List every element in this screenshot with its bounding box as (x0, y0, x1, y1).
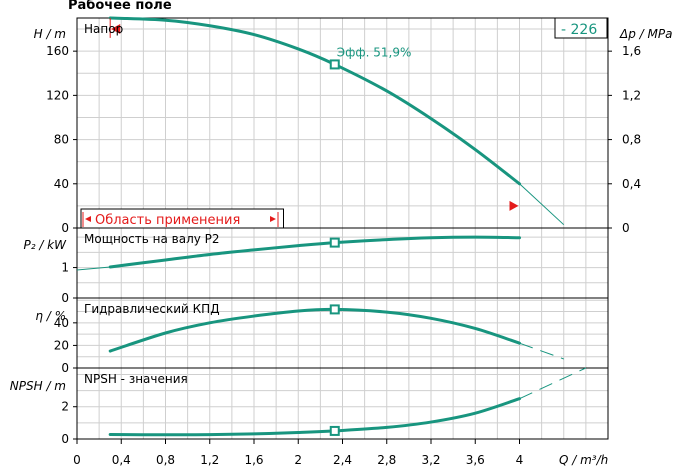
y-tick-label: 2 (61, 400, 69, 414)
y-right-tick-label: 0 (622, 221, 630, 235)
y-tick-label: 40 (54, 177, 69, 191)
curve-extension (519, 183, 565, 226)
panel-label: NPSH - значения (84, 372, 188, 386)
y-tick-label: 0 (61, 221, 69, 235)
y-right-tick-label: 1,6 (622, 44, 641, 58)
y-right-tick-label: 0,8 (622, 133, 641, 147)
x-tick-label: 2 (294, 453, 302, 467)
x-tick-label: 3,2 (421, 453, 440, 467)
x-tick-label: 0 (73, 453, 81, 467)
y-tick-label: 40 (54, 316, 69, 330)
x-tick-label: 1,6 (244, 453, 263, 467)
labels: Рабочее поле - 226 0408012016000,40,81,2… (10, 0, 673, 467)
pump-label: - 226 (561, 22, 597, 38)
curve-extension (519, 342, 564, 360)
application-range-arrow-right (270, 216, 276, 222)
curve-npsh (108, 397, 521, 437)
y-tick-label: 0 (61, 291, 69, 305)
y-right-tick-label: 1,2 (622, 88, 641, 102)
x-tick-label: 0,4 (112, 453, 131, 467)
panel-label: Мощность на валу P2 (84, 232, 220, 246)
panel-label: Напор (84, 22, 123, 36)
application-range-arrow-left (85, 216, 91, 222)
y-axis-label: η / % (35, 309, 66, 323)
duty-point-marker (329, 425, 340, 436)
y-tick-label: 1 (61, 261, 69, 275)
curve-extension (519, 367, 587, 400)
x-tick-label: 3,6 (466, 453, 485, 467)
y-axis-label: P₂ / kW (23, 238, 67, 252)
pump-label-box (554, 17, 608, 39)
x-tick-label: 0,8 (156, 453, 175, 467)
y-right-tick-label: 0,4 (622, 177, 641, 191)
x-axis-label: Q / m³/h (559, 453, 608, 467)
y-tick-label: 160 (46, 44, 69, 58)
chart-title: Рабочее поле (68, 0, 172, 13)
curve-efficiency (108, 307, 521, 353)
y-tick-label: 120 (46, 88, 69, 102)
curve-extension (76, 266, 111, 271)
y-tick-label: 0 (61, 432, 69, 446)
curves (76, 16, 587, 437)
x-tick-label: 2,8 (377, 453, 396, 467)
efficiency-label: Эфф. 51,9% (337, 45, 412, 59)
y-axis-label: H / m (34, 27, 66, 41)
duty-point-marker (329, 304, 340, 315)
x-tick-label: 4 (516, 453, 524, 467)
duty-point-marker (329, 59, 340, 70)
curve-head (108, 16, 521, 186)
y-axis-label: NPSH / m (10, 379, 66, 393)
y-right-axis-label: Δp / MPa (619, 27, 672, 41)
application-range-label: Область применения (95, 213, 240, 228)
y-tick-label: 20 (54, 338, 69, 352)
x-tick-label: 1,2 (200, 453, 219, 467)
y-tick-label: 0 (61, 361, 69, 375)
curve-power (108, 235, 521, 269)
plot-frame (73, 17, 612, 444)
x-tick-label: 2,4 (333, 453, 352, 467)
duty-point-marker (329, 237, 340, 248)
min-flow-limit-marker (111, 24, 121, 35)
panel-label: Гидравлический КПД (84, 302, 220, 316)
y-tick-label: 80 (54, 133, 69, 147)
max-flow-limit-marker (509, 200, 519, 211)
